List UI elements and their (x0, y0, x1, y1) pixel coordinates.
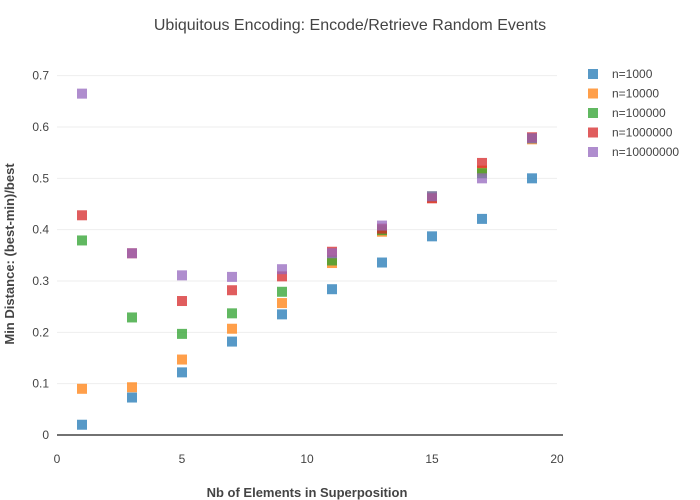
data-point (377, 257, 387, 268)
data-points (77, 88, 537, 430)
data-point (527, 133, 537, 144)
data-point (77, 210, 87, 221)
y-tick-label: 0.1 (32, 377, 49, 391)
data-point (77, 235, 87, 246)
legend-marker (588, 147, 598, 157)
data-point (377, 220, 387, 231)
legend-label: n=1000 (612, 67, 653, 81)
data-point (127, 392, 137, 403)
legend-label: n=1000000 (612, 126, 673, 140)
legend-item[interactable]: n=1000000 (588, 126, 673, 140)
data-point (77, 383, 87, 394)
gridlines (57, 75, 557, 385)
data-point (277, 309, 287, 320)
x-tick-label: 5 (179, 452, 186, 466)
data-point (327, 284, 337, 295)
y-tick-label: 0.5 (32, 171, 49, 185)
data-point (227, 336, 237, 347)
series-n=10000 (77, 134, 537, 394)
data-point (227, 308, 237, 319)
data-point (227, 271, 237, 282)
series-n=100000 (77, 133, 537, 339)
x-tick-label: 0 (54, 452, 61, 466)
data-point (277, 286, 287, 297)
y-tick-label: 0.7 (32, 69, 49, 83)
y-tick-label: 0.3 (32, 274, 49, 288)
data-point (477, 173, 487, 184)
legend-label: n=10000000 (612, 145, 679, 159)
data-point (77, 88, 87, 99)
data-point (177, 328, 187, 339)
legend-label: n=10000 (612, 87, 659, 101)
y-axis: 0 0.1 0.2 0.3 0.4 0.5 0.6 0.7 (32, 69, 49, 442)
legend-item[interactable]: n=10000 (588, 87, 659, 101)
legend-item[interactable]: n=10000000 (588, 145, 679, 159)
x-tick-label: 10 (300, 452, 314, 466)
data-point (327, 255, 337, 266)
data-point (427, 191, 437, 202)
data-point (127, 248, 137, 259)
x-axis: 0 5 10 15 20 (54, 434, 564, 466)
data-point (277, 298, 287, 309)
x-tick-label: 20 (550, 452, 564, 466)
legend[interactable]: n=1000 n=10000 n=100000 n=1000000 n=10000000 (588, 67, 679, 159)
data-point (177, 296, 187, 307)
series-n=1000 (77, 173, 537, 430)
y-tick-label: 0.2 (32, 325, 49, 339)
series-n=10000000 (77, 88, 537, 282)
legend-item[interactable]: n=1000 (588, 67, 653, 81)
x-axis-title: Nb of Elements in Superposition (207, 485, 408, 500)
data-point (427, 231, 437, 242)
series-n=1000000 (77, 132, 537, 307)
data-point (177, 367, 187, 378)
data-point (227, 285, 237, 296)
data-point (77, 419, 87, 430)
data-point (177, 354, 187, 365)
y-tick-label: 0.4 (32, 223, 49, 237)
chart-title: Ubiquitous Encoding: Encode/Retrieve Ran… (154, 17, 546, 34)
legend-marker (588, 69, 598, 79)
legend-marker (588, 88, 598, 99)
data-point (477, 168, 487, 179)
legend-marker (588, 108, 598, 118)
data-point (327, 248, 337, 259)
data-point (477, 157, 487, 168)
data-point (277, 271, 287, 282)
y-axis-title: Min Distance: (best-min)/best (2, 163, 17, 345)
data-point (527, 173, 537, 184)
legend-item[interactable]: n=100000 (588, 106, 666, 120)
data-point (477, 213, 487, 224)
data-point (127, 382, 137, 393)
legend-label: n=100000 (612, 106, 666, 120)
data-point (177, 270, 187, 281)
data-point (277, 264, 287, 275)
data-point (227, 323, 237, 334)
x-tick-label: 15 (425, 452, 439, 466)
y-tick-label: 0 (42, 428, 49, 442)
data-point (127, 312, 137, 323)
y-tick-label: 0.6 (32, 120, 49, 134)
legend-marker (588, 127, 598, 138)
